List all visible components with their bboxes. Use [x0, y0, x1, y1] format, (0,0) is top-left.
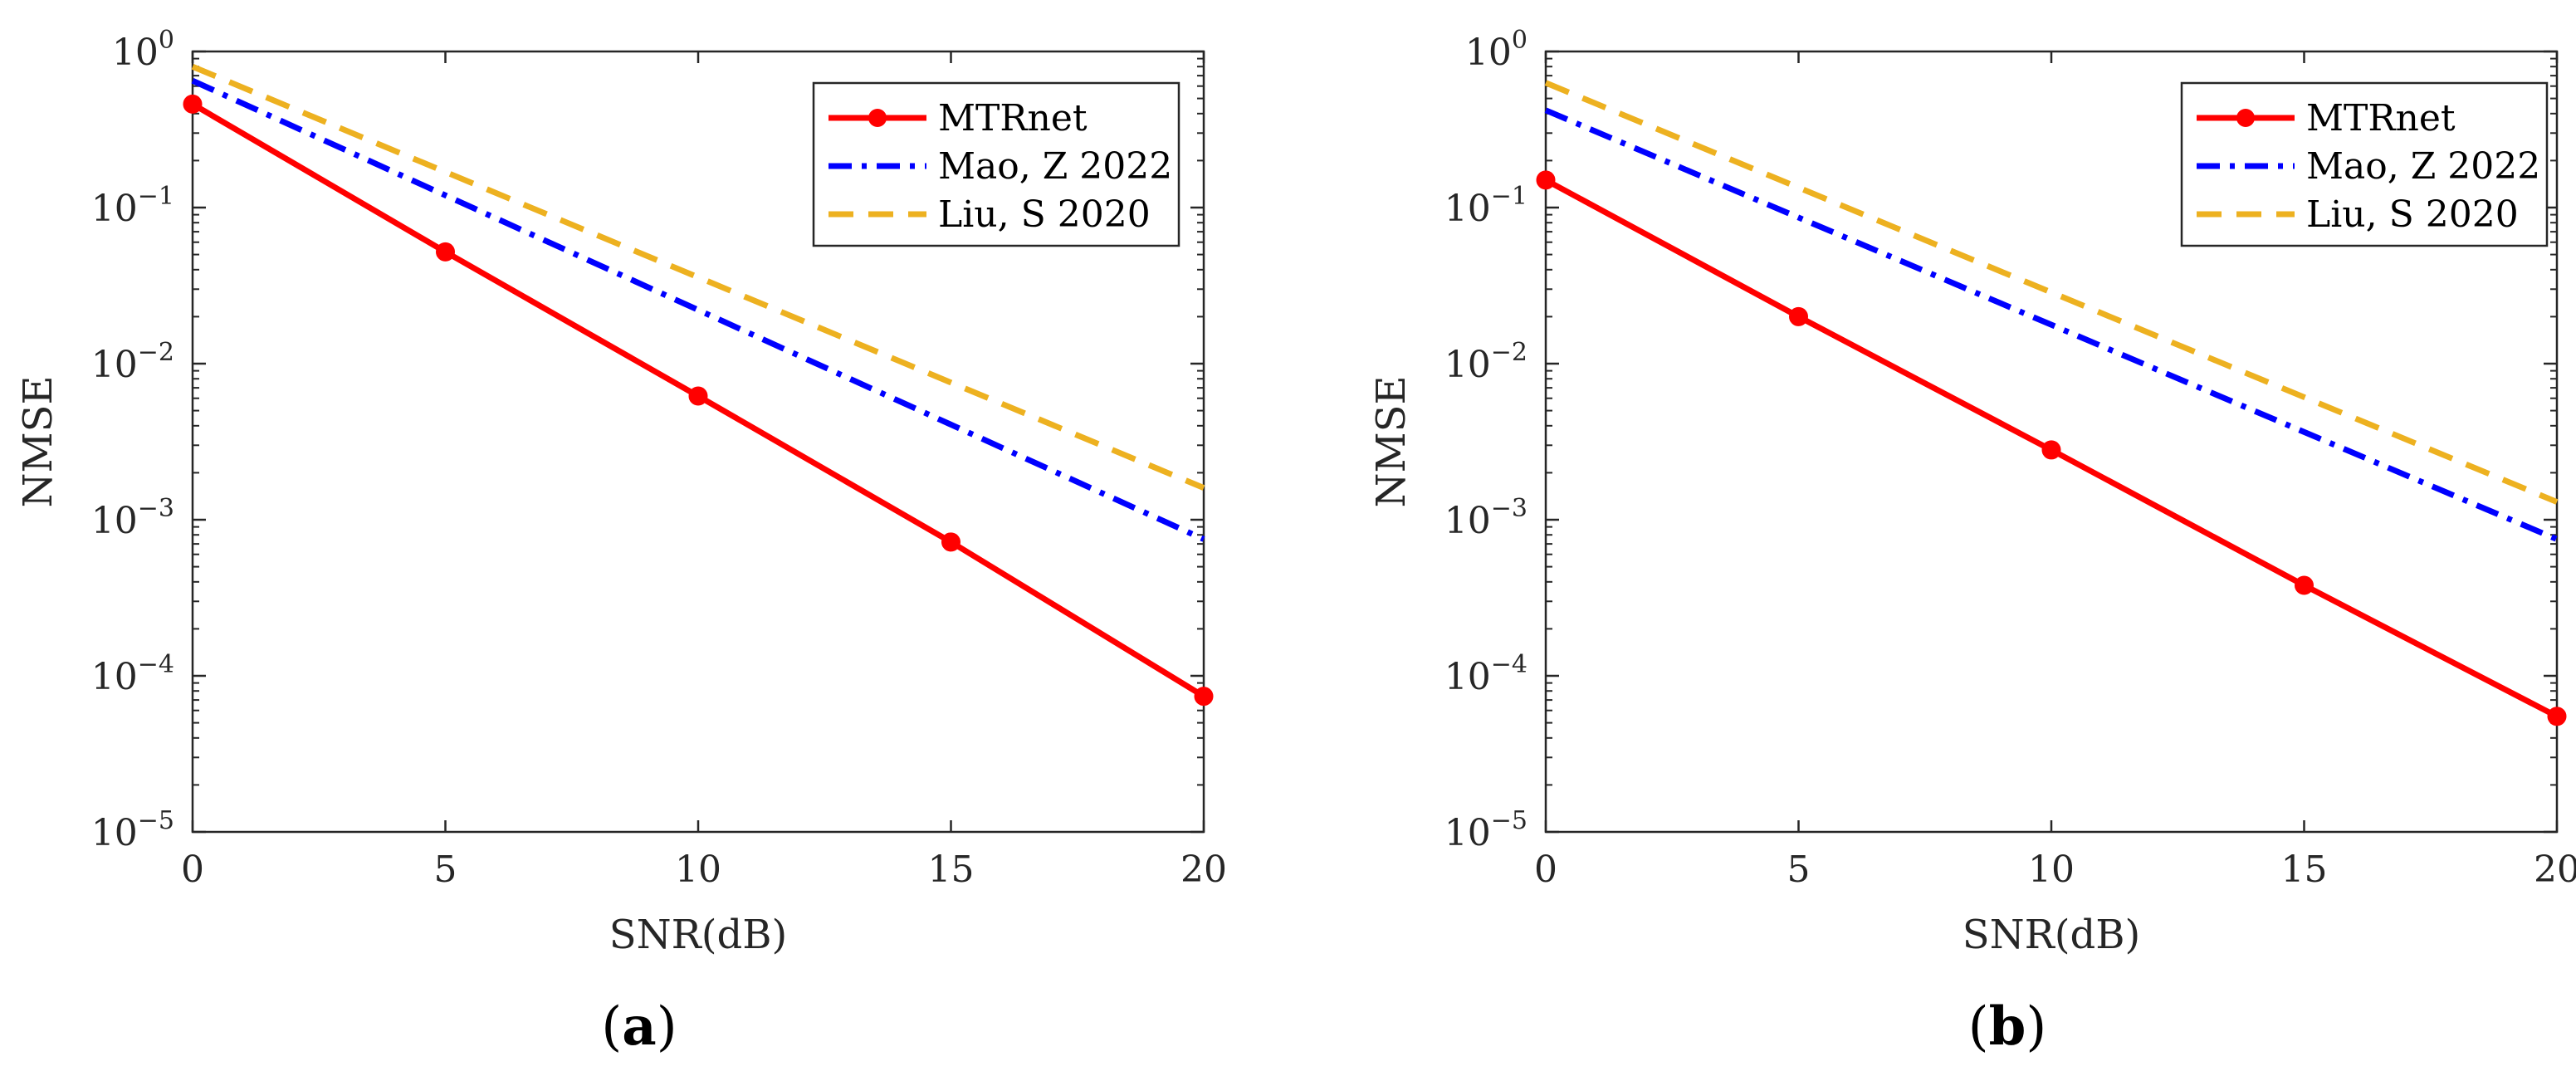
series-line-3: [1544, 80, 2559, 505]
y-tick-label: 10−4: [1444, 650, 1528, 698]
x-tick-label: 5: [434, 849, 457, 891]
data-point: [2547, 707, 2567, 726]
y-tick-label: 10−2: [91, 338, 174, 386]
x-tick-label: 0: [1534, 849, 1557, 891]
y-tick-label: 100: [1465, 26, 1528, 74]
x-tick-label: 20: [1180, 849, 1227, 891]
data-point: [1789, 306, 1808, 326]
x-tick-label: 0: [181, 849, 204, 891]
legend-label: Mao, Z 2022: [2306, 145, 2540, 188]
y-tick-label: 10−3: [1444, 494, 1528, 542]
y-tick-label: 10−2: [1444, 338, 1528, 386]
y-tick-label: 10−5: [91, 806, 174, 854]
y-tick-label: 100: [112, 26, 174, 74]
subfigure-caption: (b): [1968, 995, 2047, 1058]
data-point: [2295, 575, 2314, 595]
data-point: [1536, 170, 1556, 190]
data-point: [941, 532, 961, 552]
chart-panel-a: 0 5 10 15 20 100 10−1 10−2 10−3 10−4 10−5 SNR(dB) NM…: [15, 26, 1227, 1058]
y-axis-label: NMSE: [1368, 375, 1415, 507]
y-tick-label: 10−3: [91, 494, 174, 542]
y-axis-label: NMSE: [15, 375, 61, 507]
legend-label: Mao, Z 2022: [938, 145, 1172, 188]
legend-label: MTRnet: [2306, 97, 2456, 139]
data-point: [2041, 440, 2061, 460]
x-axis-label: SNR(dB): [609, 912, 787, 958]
series-line-2: [191, 77, 1205, 542]
data-point: [436, 242, 455, 262]
x-tick-label: 15: [928, 849, 975, 891]
data-point: [688, 386, 708, 406]
x-tick-label: 10: [2028, 849, 2075, 891]
x-tick-label: 10: [675, 849, 721, 891]
series-line-2: [1544, 107, 2559, 542]
series-line-3: [191, 63, 1205, 491]
data-point: [183, 94, 203, 114]
chart-panel-b: 0 5 10 15 20 100 10−1 10−2 10−3 10−4 10−5 SNR(dB) NM…: [1368, 26, 2576, 1058]
x-tick-label: 15: [2281, 849, 2328, 891]
subfigure-caption: (a): [601, 995, 677, 1058]
legend-label: Liu, S 2020: [2306, 193, 2519, 236]
y-tick-label: 10−1: [1444, 182, 1528, 230]
data-point: [1194, 687, 1214, 707]
legend-label: MTRnet: [938, 97, 1088, 139]
x-tick-label: 5: [1787, 849, 1811, 891]
legend-marker: [868, 109, 887, 127]
legend-label: Liu, S 2020: [938, 193, 1151, 236]
legend-marker: [2236, 109, 2255, 127]
y-tick-label: 10−1: [91, 182, 174, 230]
y-tick-label: 10−4: [91, 650, 174, 698]
x-axis-label: SNR(dB): [1963, 912, 2140, 958]
y-tick-label: 10−5: [1444, 806, 1528, 854]
x-tick-label: 20: [2534, 849, 2576, 891]
